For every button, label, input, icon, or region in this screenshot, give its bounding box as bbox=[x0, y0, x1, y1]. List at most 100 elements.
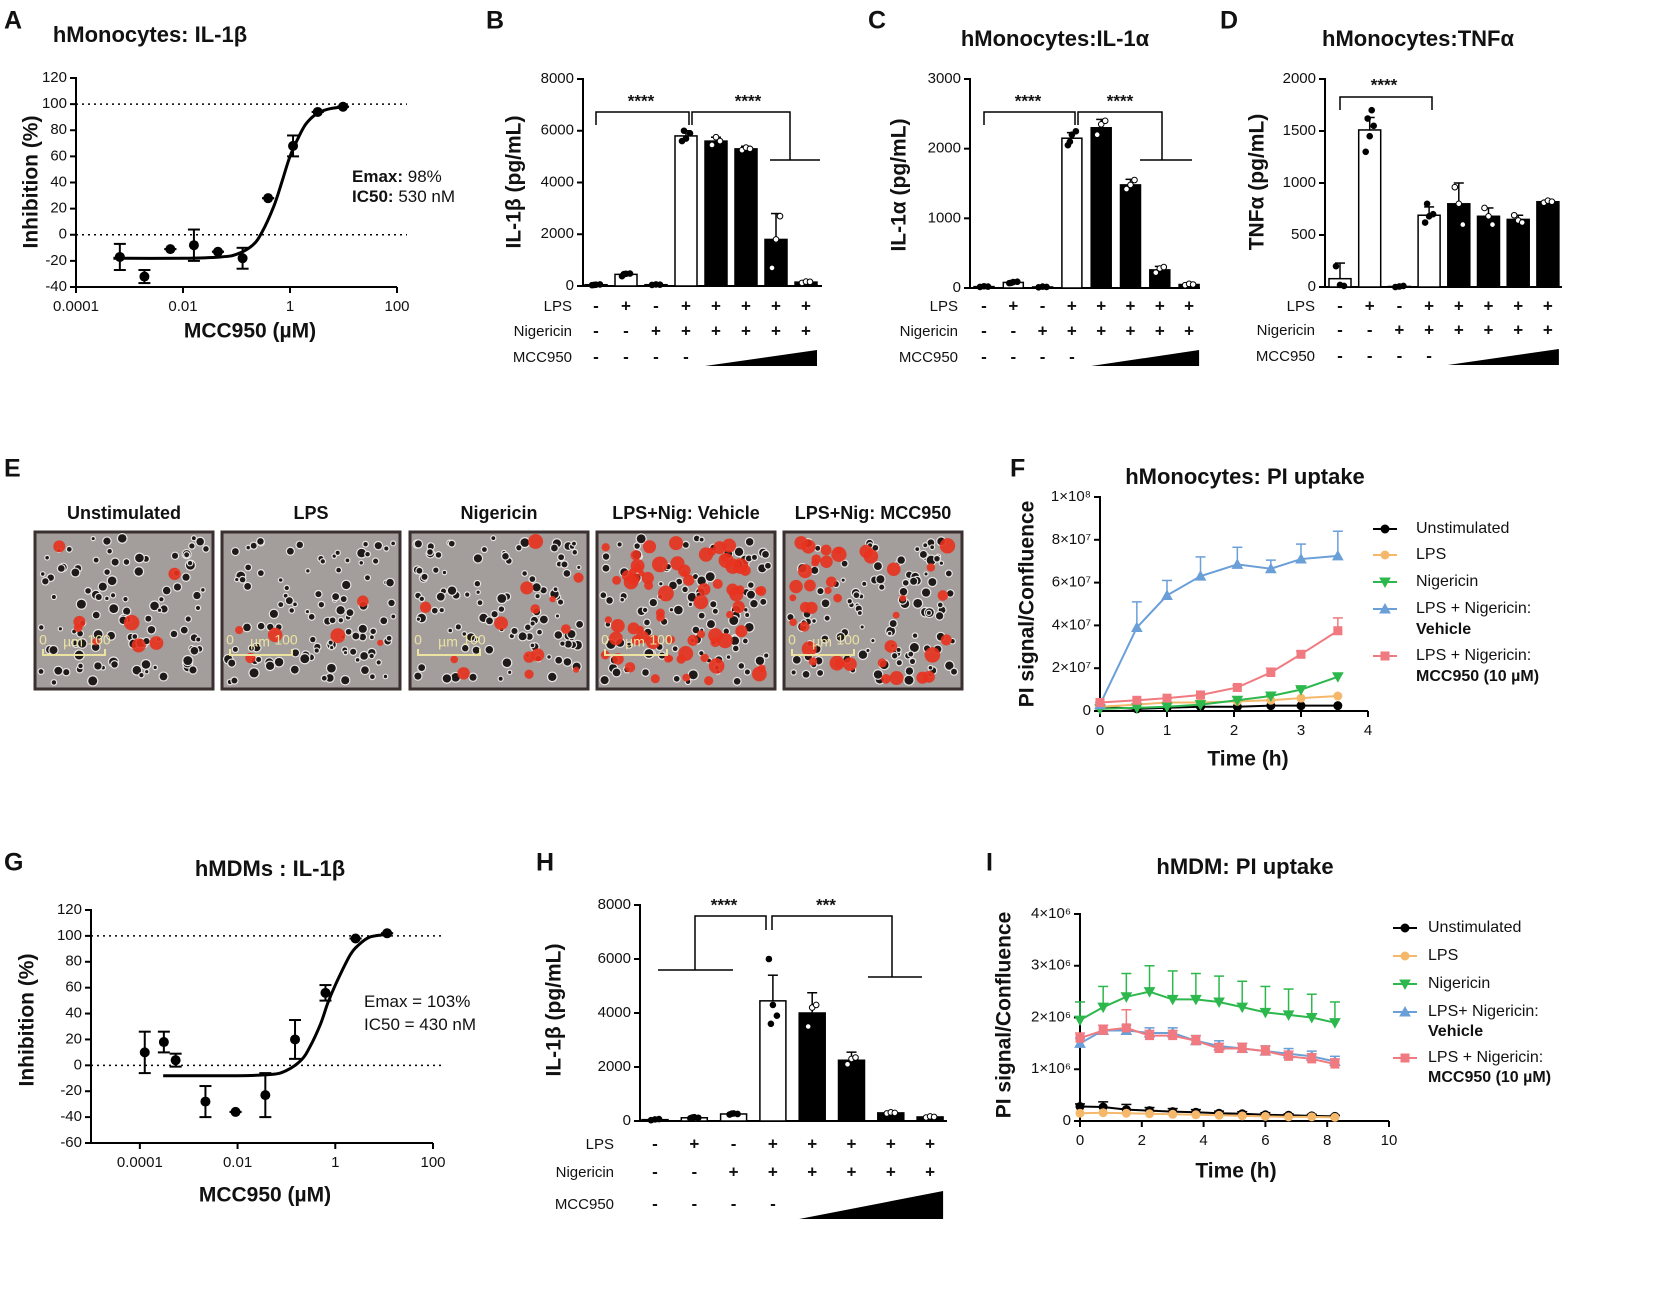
pi-positive-cell bbox=[700, 653, 709, 663]
cell bbox=[909, 643, 919, 652]
cell bbox=[132, 634, 138, 639]
cell bbox=[231, 548, 239, 555]
cell bbox=[135, 553, 144, 563]
significance-label: **** bbox=[1371, 75, 1398, 94]
cell bbox=[602, 553, 610, 560]
pi-positive-cell bbox=[799, 621, 810, 632]
cell bbox=[231, 677, 238, 684]
replicate-point bbox=[1489, 221, 1496, 228]
pi-positive-cell bbox=[630, 550, 641, 561]
data-point bbox=[188, 240, 199, 251]
pi-positive-cell bbox=[831, 546, 847, 562]
cell bbox=[416, 617, 420, 621]
cell bbox=[246, 545, 250, 550]
legend-marker bbox=[1380, 651, 1390, 661]
dose-ramp bbox=[705, 350, 817, 366]
y-tick-label: -20 bbox=[45, 252, 67, 269]
cell bbox=[196, 637, 201, 642]
marker bbox=[1075, 1108, 1085, 1118]
cell bbox=[502, 658, 512, 668]
marker bbox=[1121, 1023, 1131, 1033]
condition-sign: - bbox=[652, 1134, 658, 1153]
pi-positive-cell bbox=[123, 614, 140, 631]
cell bbox=[123, 559, 130, 565]
marker bbox=[1237, 1111, 1247, 1121]
pi-positive-cell bbox=[73, 623, 83, 633]
cell bbox=[370, 628, 376, 635]
cell bbox=[879, 584, 885, 590]
pi-positive-cell bbox=[631, 635, 642, 646]
legend-label: LPS bbox=[1416, 546, 1446, 563]
pi-positive-cell bbox=[801, 641, 817, 657]
replicate-point bbox=[655, 1115, 663, 1123]
image-label: LPS bbox=[293, 503, 328, 523]
cell bbox=[360, 652, 368, 660]
marker bbox=[1295, 553, 1307, 564]
cell bbox=[896, 647, 901, 652]
cell bbox=[455, 624, 461, 630]
cell bbox=[612, 668, 621, 677]
legend-marker bbox=[1379, 577, 1391, 589]
pi-positive-cell bbox=[549, 595, 556, 603]
y-tick-label: -60 bbox=[60, 1134, 82, 1151]
cell bbox=[85, 588, 91, 594]
cell bbox=[939, 561, 943, 565]
scale-bar bbox=[604, 649, 668, 656]
cell bbox=[913, 598, 923, 608]
pi-positive-cell bbox=[642, 540, 657, 554]
pi-positive-cell bbox=[937, 590, 949, 601]
cell bbox=[414, 672, 422, 680]
condition-sign: - bbox=[1337, 296, 1343, 315]
significance-bracket bbox=[1077, 111, 1192, 161]
y-axis-label: PI signal/Confluence bbox=[993, 912, 1016, 1119]
x-axis-label: MCC950 (µM) bbox=[199, 1184, 331, 1207]
dose-ramp bbox=[799, 1191, 944, 1219]
replicate-point bbox=[596, 281, 604, 288]
cell bbox=[145, 670, 149, 674]
cell bbox=[872, 544, 879, 551]
condition-label: Nigericin bbox=[556, 1164, 614, 1181]
cell bbox=[707, 620, 715, 629]
pi-positive-cell bbox=[561, 624, 571, 634]
cell bbox=[365, 575, 370, 581]
cell bbox=[935, 612, 944, 620]
cell bbox=[928, 665, 933, 670]
marker bbox=[1284, 1051, 1294, 1061]
marker bbox=[1162, 693, 1172, 703]
y-tick-label: 2000 bbox=[928, 140, 961, 157]
cell bbox=[520, 538, 530, 547]
cell bbox=[530, 621, 535, 626]
cell bbox=[476, 590, 480, 594]
marker bbox=[1330, 1059, 1340, 1069]
y-tick-label: 2×10⁶ bbox=[1031, 1008, 1071, 1025]
cell bbox=[802, 671, 810, 678]
pi-positive-cell bbox=[666, 655, 674, 662]
cell bbox=[329, 617, 336, 624]
cell bbox=[576, 621, 583, 628]
marker bbox=[1305, 1013, 1318, 1024]
pi-positive-cell bbox=[756, 585, 767, 596]
x-tick-label: 3 bbox=[1297, 722, 1305, 739]
cell bbox=[196, 537, 204, 546]
annotation: IC50 = 430 nM bbox=[364, 1015, 476, 1034]
cell bbox=[537, 629, 542, 635]
cell bbox=[947, 590, 954, 597]
replicate-point bbox=[891, 1109, 899, 1117]
cell bbox=[847, 599, 852, 604]
pi-positive-cell bbox=[735, 625, 748, 638]
marker bbox=[1260, 1046, 1270, 1056]
condition-sign: + bbox=[1513, 320, 1523, 339]
legend-label-bold: MCC950 (10 µM) bbox=[1416, 668, 1539, 685]
cell bbox=[49, 646, 58, 655]
cell bbox=[862, 581, 867, 586]
cell bbox=[673, 675, 680, 682]
x-tick-label: 100 bbox=[384, 298, 409, 315]
marker bbox=[1296, 649, 1306, 659]
cell bbox=[642, 607, 648, 613]
pi-positive-cell bbox=[924, 647, 941, 663]
condition-sign: - bbox=[1010, 321, 1016, 340]
condition-sign: + bbox=[1155, 296, 1165, 315]
cell bbox=[51, 595, 56, 599]
cell bbox=[278, 578, 283, 582]
cell bbox=[924, 572, 928, 576]
